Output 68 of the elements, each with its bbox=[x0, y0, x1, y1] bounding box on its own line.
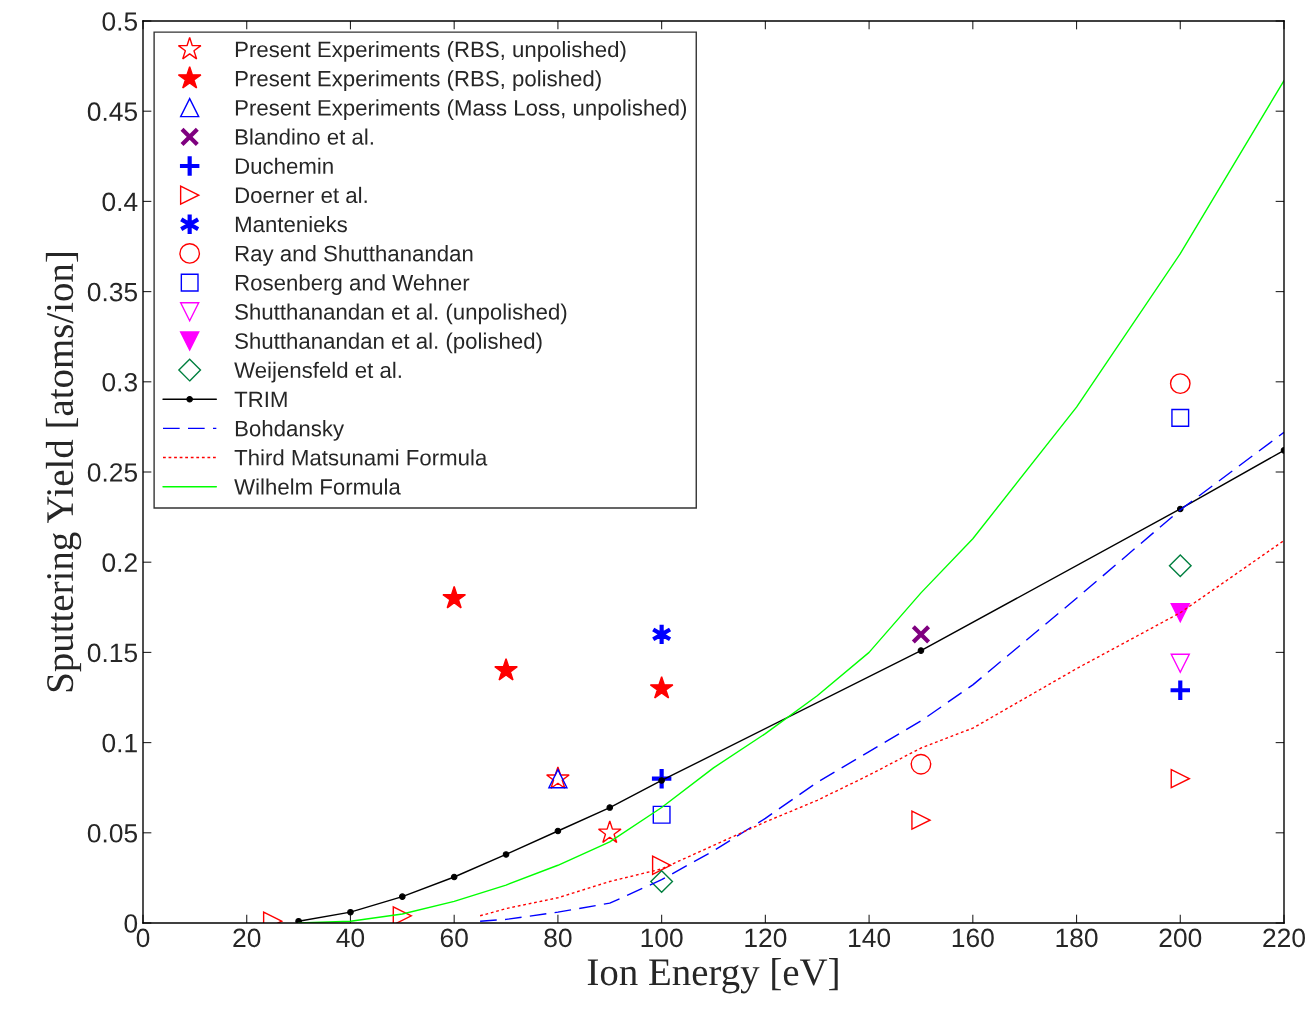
line-series bbox=[479, 539, 1284, 917]
legend-label: Mantenieks bbox=[235, 215, 347, 233]
point bbox=[651, 855, 672, 875]
point bbox=[494, 657, 518, 681]
point bbox=[347, 908, 354, 916]
point bbox=[1168, 554, 1192, 578]
y-tick-label: 0.45 bbox=[87, 102, 138, 122]
legend-label: Present Experiments (RBS, unpolished) bbox=[235, 41, 626, 62]
point bbox=[606, 804, 614, 811]
point bbox=[917, 647, 925, 654]
legend-label: Weijensfeld et al. bbox=[234, 361, 401, 383]
point bbox=[652, 805, 671, 824]
x-tick-label: 60 bbox=[440, 928, 468, 948]
point bbox=[1170, 768, 1190, 789]
point bbox=[1170, 602, 1190, 623]
y-tick-label: 0.15 bbox=[87, 643, 138, 663]
point bbox=[502, 851, 510, 858]
legend-label: Third Matsunami Formula bbox=[234, 449, 488, 466]
legend-label: Shutthanandan et al. (unpolished) bbox=[235, 303, 567, 325]
x-tick-label: 100 bbox=[641, 928, 683, 948]
point bbox=[911, 810, 931, 830]
legend-label: Doerner et al. bbox=[235, 186, 367, 204]
legend-label: Wilhelm Formula bbox=[234, 478, 401, 495]
legend-label: Blandino et al. bbox=[235, 128, 373, 145]
point bbox=[1168, 678, 1193, 703]
point bbox=[554, 827, 562, 835]
point bbox=[399, 893, 406, 900]
legend-label: Present Experiments (Mass Loss, unpolished) bbox=[235, 99, 687, 121]
y-tick-label: 0.5 bbox=[102, 12, 138, 31]
x-axis-title: Ion Energy [eV] bbox=[587, 958, 838, 994]
point bbox=[649, 766, 674, 791]
legend-label: Ray and Shutthanandan bbox=[235, 245, 473, 266]
point bbox=[1169, 373, 1191, 395]
y-tick-label: 0.2 bbox=[102, 553, 137, 573]
point bbox=[1170, 653, 1190, 673]
point bbox=[658, 777, 665, 784]
x-tick-label: 80 bbox=[544, 928, 572, 948]
x-tick-label: 20 bbox=[233, 928, 261, 948]
legend-label: TRIM bbox=[234, 391, 287, 408]
point bbox=[597, 820, 622, 844]
legend-label: Present Experiments (RBS, polished) bbox=[235, 70, 601, 91]
y-tick-label: 0.35 bbox=[87, 282, 138, 302]
legend-label: Shutthanandan et al. (polished) bbox=[235, 332, 542, 354]
y-axis-title: Sputtering Yield [atoms/ion] bbox=[45, 253, 82, 692]
point bbox=[910, 753, 932, 775]
x-tick-label: 160 bbox=[952, 928, 994, 948]
point bbox=[649, 675, 674, 699]
y-tick-label: 0.4 bbox=[102, 192, 138, 212]
x-tick-label: 120 bbox=[745, 928, 787, 948]
y-tick-label: 0.3 bbox=[102, 372, 137, 392]
point bbox=[911, 624, 931, 645]
x-tick-label: 140 bbox=[849, 928, 891, 948]
x-tick-label: 220 bbox=[1263, 928, 1305, 948]
x-tick-label: 40 bbox=[336, 928, 365, 948]
point bbox=[1171, 408, 1190, 427]
x-tick-label: 200 bbox=[1159, 928, 1202, 948]
x-tick-label: 180 bbox=[1056, 928, 1098, 948]
point bbox=[392, 906, 413, 923]
point bbox=[442, 585, 467, 609]
point bbox=[650, 870, 674, 894]
legend-label: Rosenberg and Wehner bbox=[235, 274, 470, 295]
y-tick-label: 0 bbox=[124, 914, 138, 933]
point bbox=[450, 873, 458, 881]
legend-label: Duchemin bbox=[235, 157, 333, 174]
y-tick-label: 0.05 bbox=[87, 823, 138, 843]
y-tick-label: 0.1 bbox=[102, 733, 137, 753]
legend-label: Bohdansky bbox=[235, 420, 345, 441]
y-tick-label: 0.25 bbox=[87, 463, 138, 482]
